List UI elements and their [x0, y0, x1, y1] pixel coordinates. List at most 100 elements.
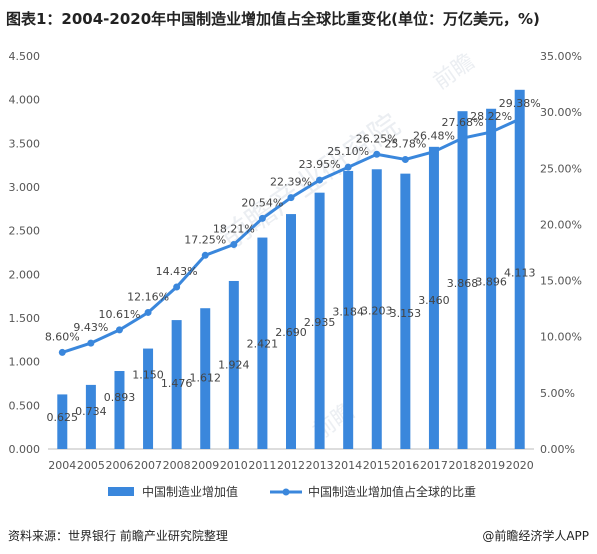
bar-data-label: 1.924: [218, 358, 250, 371]
line-point: [173, 283, 181, 291]
line-point: [401, 156, 409, 164]
line-point: [316, 176, 324, 184]
line-data-label: 20.54%: [241, 196, 283, 209]
y-left-tick-label: 3.500: [9, 137, 41, 150]
line-data-label: 9.43%: [73, 321, 108, 334]
legend-line-label: 中国制造业增加值占全球的比重: [308, 484, 476, 499]
line-point: [87, 339, 95, 347]
x-tick-label: 2009: [191, 459, 219, 472]
bar: [371, 169, 382, 449]
bar: [428, 146, 439, 449]
x-tick-label: 2011: [248, 459, 276, 472]
bar: [171, 320, 182, 449]
bar: [314, 192, 325, 449]
bar: [457, 111, 468, 449]
line-point: [258, 214, 266, 222]
y-left-tick-label: 3.000: [9, 181, 41, 194]
x-tick-label: 2016: [391, 459, 419, 472]
bar: [57, 394, 68, 449]
y-left-tick-label: 4.000: [9, 94, 41, 107]
line-data-label: 8.60%: [45, 330, 80, 343]
line-point: [58, 348, 66, 356]
line-point: [344, 163, 352, 171]
bar-data-label: 0.734: [75, 405, 107, 418]
x-tick-label: 2018: [449, 459, 477, 472]
line-data-label: 14.43%: [156, 265, 198, 278]
bar-data-label: 4.113: [504, 267, 536, 280]
bar: [228, 280, 239, 449]
line-data-label: 23.95%: [299, 158, 341, 171]
x-tick-label: 2015: [363, 459, 391, 472]
bar-data-label: 1.150: [132, 369, 164, 382]
x-tick-label: 2013: [306, 459, 334, 472]
line-data-label: 25.10%: [327, 145, 369, 158]
bar-series: [57, 89, 525, 450]
source-note: 资料来源：世界银行 前瞻产业研究院整理: [8, 529, 228, 543]
bar: [400, 173, 411, 449]
line-data-label: 28.22%: [470, 110, 512, 123]
bar-data-label: 0.625: [47, 411, 79, 424]
line-point: [201, 251, 209, 259]
bar: [200, 308, 211, 449]
bar-data-label: 3.896: [475, 276, 507, 289]
bar-data-label: 3.203: [361, 305, 393, 318]
line-point: [430, 148, 438, 156]
y-right-tick-label: 15.00%: [540, 275, 582, 288]
line-data-label: 27.68%: [442, 116, 484, 129]
bar: [486, 108, 497, 450]
bar-data-label: 2.421: [247, 338, 279, 351]
line-data-label: 26.25%: [356, 132, 398, 145]
line-point: [144, 308, 152, 316]
y-right-tick-label: 30.00%: [540, 106, 582, 119]
x-tick-label: 2004: [48, 459, 76, 472]
brand-credit: @前瞻经济学人APP: [482, 529, 589, 543]
line-point: [287, 194, 295, 202]
y-left-tick-label: 1.500: [9, 312, 41, 325]
line-series: [58, 115, 524, 356]
y-left-tick-label: 1.000: [9, 356, 41, 369]
bar-data-label: 2.935: [304, 316, 336, 329]
bar-data-label: 3.460: [418, 294, 450, 307]
bar: [257, 237, 268, 449]
y-right-tick-label: 35.00%: [540, 50, 582, 63]
line-data-label: 29.38%: [499, 97, 541, 110]
x-tick-label: 2010: [220, 459, 248, 472]
bar: [514, 89, 525, 449]
line-data-label: 12.16%: [127, 290, 169, 303]
line-data-label: 25.78%: [384, 138, 426, 151]
y-right-tick-label: 5.00%: [540, 387, 575, 400]
line-data-label: 17.25%: [184, 233, 226, 246]
x-tick-label: 2012: [277, 459, 305, 472]
line-point: [487, 128, 495, 136]
y-axis-left: 0.000 0.500 1.000 1.500 2.000 2.500 3.000 3.500…: [9, 50, 41, 456]
x-tick-label: 2008: [163, 459, 191, 472]
line-data-labels: 8.60%9.43%10.61% 12.16% 14.43% 17.25%18.21%…: [45, 97, 541, 343]
x-tick-label: 2005: [77, 459, 105, 472]
bar-data-label: 3.153: [390, 307, 422, 320]
line-data-label: 18.21%: [213, 223, 255, 236]
y-right-tick-label: 0.00%: [540, 443, 575, 456]
svg-text:前瞻: 前瞻: [429, 49, 479, 95]
y-left-tick-label: 2.500: [9, 225, 41, 238]
y-right-tick-label: 25.00%: [540, 162, 582, 175]
legend: 中国制造业增加值 中国制造业增加值占全球的比重: [108, 484, 476, 499]
y-left-tick-label: 4.500: [9, 50, 41, 63]
x-tick-label: 2006: [105, 459, 133, 472]
bar: [85, 384, 96, 449]
x-axis: 2004 2005 2006 2007 2008 2009 2010 2011 2012 2013…: [48, 459, 533, 472]
bar: [343, 170, 354, 449]
bar-data-label: 0.893: [104, 391, 136, 404]
bar: [286, 214, 296, 449]
bar-data-label: 2.690: [275, 326, 307, 339]
line-point: [516, 115, 524, 123]
line-data-label: 26.48%: [413, 130, 455, 143]
bar-data-label: 3.868: [447, 277, 479, 290]
line-point: [373, 150, 381, 158]
legend-line-marker: [282, 488, 290, 496]
chart-title: 图表1：2004-2020年中国制造业增加值占全球比重变化(单位：万亿美元，%): [6, 10, 540, 28]
y-left-tick-label: 0.500: [9, 399, 41, 412]
legend-bar-label: 中国制造业增加值: [142, 484, 238, 499]
bar-data-label: 1.612: [189, 371, 221, 384]
